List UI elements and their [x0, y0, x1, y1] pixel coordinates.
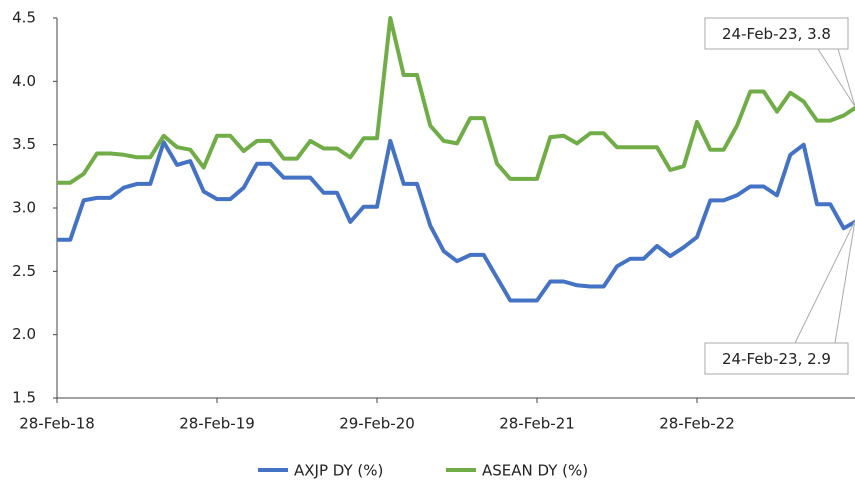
leader-line: [794, 220, 855, 344]
y-tick-label: 2.0: [12, 325, 36, 343]
y-tick-label: 1.5: [12, 389, 36, 407]
y-tick-label: 3.0: [12, 199, 36, 217]
legend-label: AXJP DY (%): [294, 462, 383, 480]
series-line: [57, 16, 855, 185]
annotation-box: [704, 17, 849, 50]
x-tick-label: 29-Feb-20: [339, 415, 415, 433]
y-tick-label: 2.5: [12, 262, 36, 280]
x-tick-label: 28-Feb-19: [179, 415, 255, 433]
annotation: 24-Feb-23, 3.8: [722, 25, 831, 43]
leader-line: [817, 48, 855, 107]
legend-label: ASEAN DY (%): [482, 462, 588, 480]
y-tick-label: 4.5: [12, 9, 36, 27]
leader-line: [834, 220, 855, 344]
annotation: 24-Feb-23, 2.9: [722, 350, 831, 368]
leader-line: [837, 48, 855, 107]
annotation-box: [704, 342, 849, 375]
x-tick-label: 28-Feb-22: [659, 415, 735, 433]
x-tick-label: 28-Feb-21: [499, 415, 575, 433]
y-tick-label: 3.5: [12, 135, 36, 153]
y-tick-label: 4.0: [12, 72, 36, 90]
series-line: [57, 138, 855, 303]
x-tick-label: 28-Feb-18: [19, 415, 95, 433]
